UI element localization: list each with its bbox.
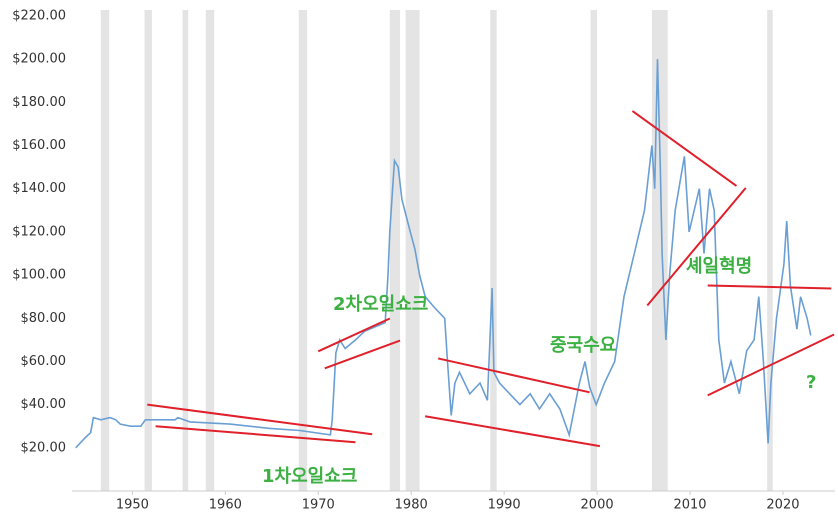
- trend-line: [646, 187, 747, 307]
- y-tick-label: $40.00: [21, 397, 67, 412]
- y-tick-label: $140.00: [12, 181, 66, 196]
- y-tick-label: $200.00: [12, 52, 66, 67]
- y-tick-label: $220.00: [12, 9, 66, 24]
- trend-line: [424, 415, 601, 448]
- recession-band: [767, 10, 773, 491]
- recession-band: [590, 10, 598, 491]
- price-line: [75, 59, 812, 449]
- x-tick-label: 1970: [302, 498, 335, 513]
- x-tick-label: 1950: [116, 498, 149, 513]
- recession-band: [389, 10, 401, 491]
- annotation: ?: [806, 372, 816, 393]
- annotation: 2차오일쇼크: [333, 294, 428, 315]
- y-tick-label: $20.00: [21, 440, 67, 455]
- x-tick-label: 2010: [673, 498, 706, 513]
- trend-line: [317, 317, 391, 353]
- recession-band: [298, 10, 308, 491]
- recession-band: [405, 10, 420, 491]
- x-tick-label: 2000: [581, 498, 614, 513]
- recession-band: [182, 10, 189, 491]
- trend-line: [631, 110, 738, 187]
- recession-band: [100, 10, 110, 491]
- y-tick-label: $80.00: [21, 311, 67, 326]
- recession-band: [144, 10, 152, 491]
- y-tick-label: $160.00: [12, 138, 66, 153]
- y-tick-label: $120.00: [12, 224, 66, 239]
- y-tick-label: $100.00: [12, 268, 66, 283]
- trend-line: [707, 333, 835, 397]
- trend-line: [324, 339, 401, 370]
- x-tick-label: 1960: [209, 498, 242, 513]
- x-tick-label: 1980: [395, 498, 428, 513]
- x-tick-label: 2020: [766, 498, 799, 513]
- trend-line: [707, 284, 832, 290]
- x-tick-label: 1990: [488, 498, 521, 513]
- annotation: 1차오일쇼크: [262, 466, 357, 487]
- recession-band: [205, 10, 215, 491]
- trend-line: [147, 403, 373, 436]
- trend-line: [437, 357, 590, 394]
- trend-line: [155, 425, 356, 444]
- y-tick-label: $180.00: [12, 95, 66, 110]
- annotation: 셰일혁명: [686, 255, 752, 277]
- recession-band: [651, 10, 668, 491]
- recession-band: [490, 10, 497, 491]
- annotation: 중국수요: [550, 335, 616, 356]
- y-tick-label: $60.00: [21, 354, 67, 369]
